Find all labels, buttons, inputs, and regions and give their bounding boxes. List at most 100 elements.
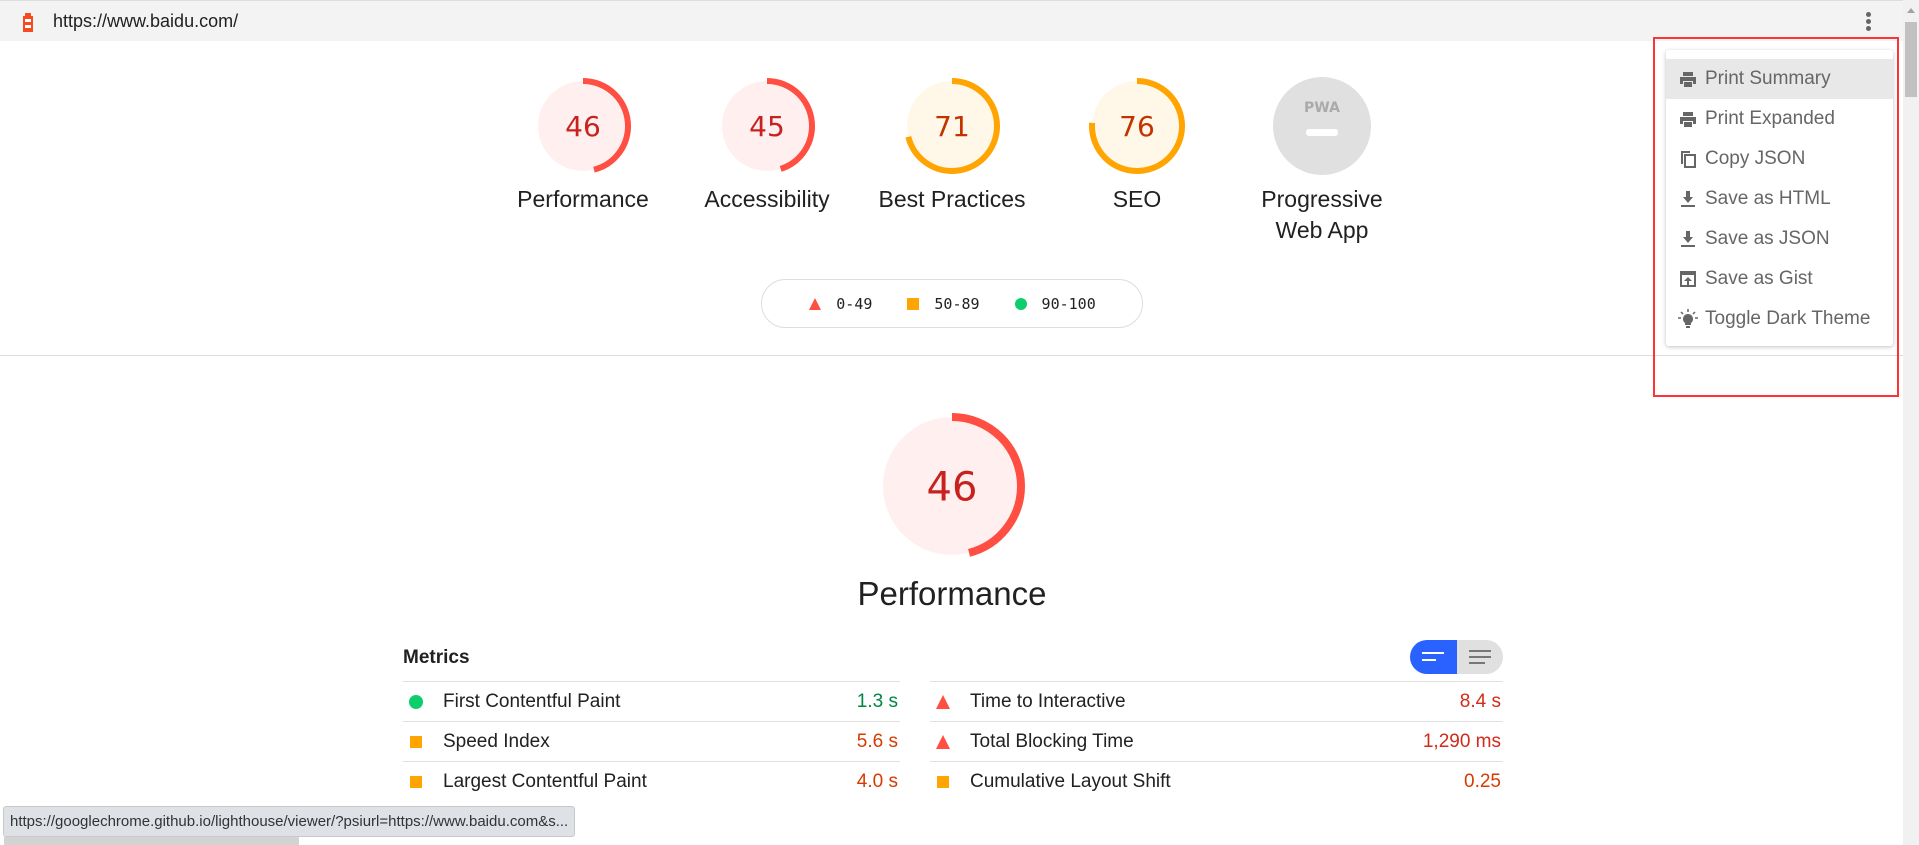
performance-gauge: 46 [879, 413, 1025, 559]
grey-box [4, 837, 299, 845]
legend-fail: 0-49 [808, 295, 872, 313]
metric-name: Total Blocking Time [970, 730, 1134, 752]
highlight-box [1653, 37, 1899, 397]
menu-item-copy-json[interactable]: Copy JSON [1666, 139, 1893, 179]
metric-row: First Contentful Paint 1.3 s [403, 681, 900, 721]
metric-value: 1,290 ms [1422, 730, 1501, 752]
metric-row: Cumulative Layout Shift 0.25 [930, 761, 1503, 801]
lines-icon [1468, 650, 1491, 664]
menu-item-print-summary[interactable]: Print Summary [1666, 59, 1893, 99]
section-divider [0, 355, 1903, 356]
gauge-score: 46 [927, 464, 978, 510]
menu-item-label: Print Summary [1705, 68, 1831, 89]
category-gauge-progressive-web-app[interactable]: PWA Progressive Web App [1227, 76, 1417, 246]
category-label: Accessibility [704, 186, 830, 212]
metrics-left-column: First Contentful Paint 1.3 s Speed Index 5.… [403, 681, 900, 801]
metric-value: 1.3 s [856, 690, 898, 712]
gauge-score: 76 [1119, 110, 1155, 143]
category-gauge-performance[interactable]: 46 Performance [488, 76, 678, 215]
compact-view-button[interactable] [1410, 640, 1457, 674]
scrollbar-thumb[interactable] [1905, 22, 1917, 97]
metric-name: Largest Contentful Paint [443, 770, 647, 792]
status-bar-url: https://googlechrome.github.io/lighthous… [3, 806, 576, 837]
legend-average: 50-89 [906, 294, 980, 313]
menu-item-save-as-gist[interactable]: Save as Gist [1666, 259, 1893, 299]
circle-icon [1014, 297, 1027, 310]
lightbulb-icon [1678, 309, 1698, 328]
download-icon [1681, 231, 1695, 247]
menu-item-print-expanded[interactable]: Print Expanded [1666, 99, 1893, 139]
gauge-score: 46 [565, 110, 601, 143]
top-bar: https://www.baidu.com/ [0, 0, 1903, 41]
metrics-view-toggle[interactable] [1410, 640, 1503, 674]
legend-label: 90-100 [1041, 294, 1096, 313]
scrollbar[interactable] [1903, 0, 1919, 845]
category-label-line2: Web App [1275, 217, 1369, 243]
score-legend: 0-49 50-89 90-100 [761, 279, 1143, 328]
metric-value: 4.0 s [856, 770, 898, 792]
gauge-score: 45 [749, 110, 785, 143]
copy-icon [1681, 151, 1696, 168]
average-square-icon [410, 735, 422, 748]
fail-triangle-icon [936, 734, 950, 749]
menu-item-save-as-html[interactable]: Save as HTML [1666, 179, 1893, 219]
menu-item-toggle-dark-theme[interactable]: Toggle Dark Theme [1666, 299, 1893, 339]
gauge-background [1092, 81, 1182, 171]
menu-item-label: Print Expanded [1705, 108, 1835, 129]
menu-item-save-as-json[interactable]: Save as JSON [1666, 219, 1893, 259]
category-label: SEO [1112, 186, 1162, 212]
expanded-view-button[interactable] [1457, 640, 1504, 674]
average-square-icon [410, 775, 422, 788]
metric-value: 0.25 [1464, 770, 1501, 792]
metric-name: Time to Interactive [970, 690, 1126, 712]
gauge-background [883, 417, 1021, 555]
legend-label: 0-49 [836, 294, 873, 313]
fail-triangle-icon [936, 694, 950, 709]
category-label-line1: Progressive [1261, 186, 1383, 212]
menu-item-label: Toggle Dark Theme [1705, 308, 1871, 329]
report-url[interactable]: https://www.baidu.com/ [53, 11, 239, 31]
metric-name: Cumulative Layout Shift [970, 770, 1171, 792]
gauge-arc [904, 78, 1000, 174]
metric-row: Time to Interactive 8.4 s [930, 681, 1503, 721]
gauge-score: 71 [934, 110, 970, 143]
gauge-background [722, 81, 812, 171]
legend-label: 50-89 [934, 294, 980, 313]
gauge-background [538, 81, 628, 171]
average-square-icon [937, 775, 949, 788]
tools-dropdown-menu: Print Summary Print Expanded Copy JSON Save… [1666, 50, 1893, 346]
metrics-right-column: Time to Interactive 8.4 s Total Blocking T… [930, 681, 1503, 801]
metric-row: Largest Contentful Paint 4.0 s [403, 761, 900, 801]
print-icon [1680, 72, 1696, 87]
metric-row: Total Blocking Time 1,290 ms [930, 721, 1503, 761]
triangle-icon [809, 297, 822, 310]
menu-item-label: Copy JSON [1705, 148, 1806, 169]
menu-item-label: Save as HTML [1705, 188, 1831, 209]
performance-title: Performance [857, 575, 1047, 612]
category-gauge-seo[interactable]: 76 SEO [1042, 76, 1232, 215]
metric-name: Speed Index [443, 730, 550, 752]
category-gauge-accessibility[interactable]: 45 Accessibility [672, 76, 862, 215]
lighthouse-icon [23, 13, 33, 32]
print-icon [1680, 112, 1696, 127]
metrics-header: Metrics [403, 647, 470, 668]
gauge-background [907, 81, 997, 171]
pwa-badge-text: PWA [1304, 100, 1340, 116]
gauge-arc [719, 78, 815, 174]
download-icon [1681, 191, 1695, 207]
metric-value: 8.4 s [1459, 690, 1501, 712]
scroll-up-arrow-icon[interactable] [1907, 8, 1915, 13]
category-gauge-best-practices[interactable]: 71 Best Practices [857, 76, 1047, 215]
upload-box-icon [1680, 271, 1696, 287]
pwa-badge-icon: PWA [1273, 77, 1371, 175]
category-label: Best Practices [878, 186, 1026, 212]
menu-item-label: Save as Gist [1705, 268, 1813, 289]
menu-item-label: Save as JSON [1705, 228, 1830, 249]
square-icon [907, 297, 920, 310]
category-label: Performance [517, 186, 649, 212]
gauge-arc [879, 413, 1025, 559]
pass-circle-icon [409, 694, 423, 709]
category-label: Progressive Web App [1227, 184, 1417, 246]
kebab-menu-icon[interactable] [1862, 10, 1874, 34]
gauge-arc [535, 78, 631, 174]
